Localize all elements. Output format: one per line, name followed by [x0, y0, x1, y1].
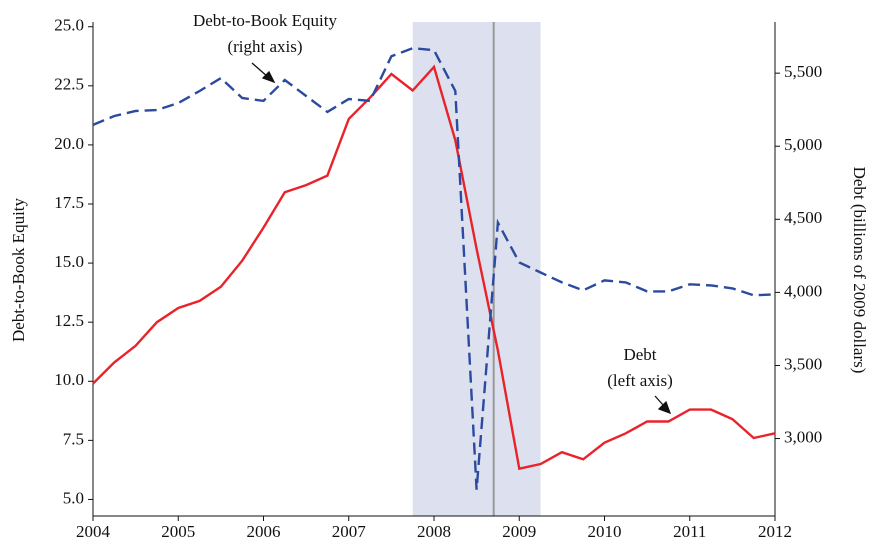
- y2-tick-label: 3,000: [784, 427, 822, 446]
- x-tick-label: 2009: [502, 522, 536, 541]
- arrow-line: [251, 62, 269, 78]
- y-tick-label: 12.5: [54, 311, 84, 330]
- y-tick-label: 20.0: [54, 134, 84, 153]
- annotation: Debt: [623, 345, 656, 364]
- y-tick-label: 5.0: [63, 488, 84, 507]
- y-axis-title: Debt-to-Book Equity: [9, 197, 28, 342]
- x-tick-label: 2011: [673, 522, 706, 541]
- x-tick-label: 2004: [76, 522, 111, 541]
- x-tick-label: 2007: [332, 522, 367, 541]
- x-tick-label: 2005: [161, 522, 195, 541]
- x-tick-label: 2012: [758, 522, 792, 541]
- y2-tick-label: 4,500: [784, 208, 822, 227]
- series-line: [92, 64, 776, 471]
- x-tick-label: 2010: [588, 522, 622, 541]
- arrow-head: [657, 400, 672, 415]
- annotation: Debt-to-Book Equity: [193, 11, 338, 30]
- recession-shade: [412, 22, 541, 516]
- y-tick-label: 17.5: [54, 193, 84, 212]
- arrows: [251, 62, 672, 415]
- series-line: [92, 46, 776, 490]
- annotation: (right axis): [227, 37, 302, 56]
- y-tick-label: 10.0: [54, 370, 84, 389]
- x-tick-label: 2008: [417, 522, 451, 541]
- arrow-head: [261, 70, 276, 84]
- y-tick-label: 25.0: [54, 16, 84, 35]
- y-tick-label: 7.5: [63, 429, 84, 448]
- y-tick-label: 15.0: [54, 252, 84, 271]
- annotation: (left axis): [607, 371, 673, 390]
- x-tick-label: 2006: [247, 522, 281, 541]
- arrow-line: [654, 395, 665, 407]
- y2-axis-title: Debt (billions of 2009 dollars): [850, 167, 869, 374]
- y2-tick-label: 3,500: [784, 354, 822, 373]
- y2-tick-label: 5,500: [784, 62, 822, 81]
- y-tick-label: 22.5: [54, 75, 84, 94]
- y2-tick-label: 5,000: [784, 135, 822, 154]
- y2-tick-label: 4,000: [784, 281, 822, 300]
